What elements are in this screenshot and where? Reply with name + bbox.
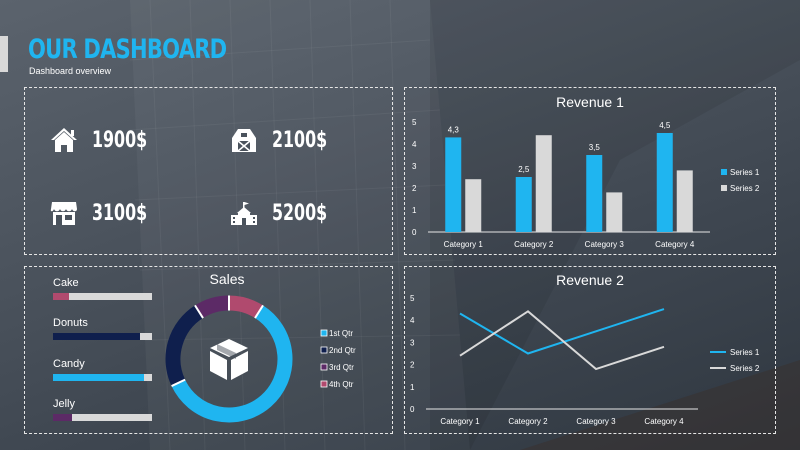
series-line-2 — [459, 310, 665, 371]
legend-swatch — [721, 185, 727, 191]
chart-title: Sales — [209, 271, 244, 287]
page-title: OUR DASHBOARD — [28, 34, 227, 65]
chart-title: Revenue 2 — [556, 272, 624, 288]
progress-fill — [53, 333, 141, 340]
legend-label: Series 1 — [730, 348, 760, 357]
progress-label: Donuts — [53, 317, 88, 329]
y-tick-label: 3 — [410, 338, 415, 347]
x-tick-label: Category 4 — [644, 417, 684, 426]
header-accent-bar — [0, 36, 8, 72]
progress-track — [53, 374, 152, 381]
bar-1 — [656, 133, 673, 232]
donut-slice — [194, 295, 230, 319]
donut-slice-hit — [173, 312, 199, 383]
y-tick-label: 5 — [412, 118, 417, 127]
kpi-barn: 2100$ — [230, 126, 349, 154]
y-tick-label: 1 — [410, 383, 415, 392]
y-tick-label: 4 — [410, 316, 415, 325]
progress-fill — [53, 414, 72, 421]
revenue2-panel — [404, 266, 776, 434]
donut-separator — [171, 378, 186, 387]
y-tick-label: 0 — [410, 405, 415, 414]
data-label: 3,5 — [589, 143, 601, 152]
x-tick-label: Category 1 — [440, 417, 480, 426]
legend-swatch — [320, 380, 328, 388]
data-label: 4,3 — [448, 125, 460, 134]
donut-slice-hit — [199, 303, 229, 312]
legend-label: Series 2 — [730, 364, 760, 373]
donut-slice-hit — [229, 303, 259, 312]
y-tick-label: 5 — [410, 294, 415, 303]
school-icon — [231, 202, 257, 225]
x-tick-label: Category 2 — [514, 240, 554, 249]
x-tick-label: Category 3 — [576, 417, 616, 426]
kpi-store: 3100$ — [50, 199, 169, 227]
revenue1-bar-chart: Revenue 1 0 1 2 3 4 5 Category 1 4,3 Category 2 2,… — [412, 94, 760, 249]
legend-label: 3rd Qtr — [329, 363, 354, 372]
progress-track — [53, 333, 152, 340]
chart-title: Revenue 1 — [556, 94, 624, 110]
donut-separator — [254, 304, 264, 319]
revenue2-line-chart: Revenue 2 0 1 2 3 4 5 Category 1 Category 2 Categ… — [410, 272, 760, 426]
barn-icon — [232, 129, 256, 152]
progress-label: Cake — [53, 277, 79, 289]
progress-track — [53, 414, 152, 421]
donut-slice — [228, 295, 264, 319]
legend-label: 2nd Qtr — [329, 346, 356, 355]
y-tick-label: 2 — [412, 184, 417, 193]
progress-track — [53, 293, 152, 300]
data-label: 4,5 — [659, 121, 671, 130]
kpi-value: 2100$ — [272, 127, 328, 153]
x-tick-label: Category 1 — [444, 240, 484, 249]
donut-slice — [171, 305, 293, 423]
house-icon — [51, 128, 77, 152]
y-tick-label: 2 — [410, 361, 415, 370]
kpi-panel — [24, 87, 393, 255]
x-tick-label: Category 2 — [508, 417, 548, 426]
donut-slice — [165, 305, 204, 387]
revenue1-panel — [404, 87, 776, 255]
legend-label: Series 1 — [730, 168, 760, 177]
x-tick-label: Category 4 — [655, 240, 695, 249]
bar-1 — [515, 177, 532, 232]
sales-panel — [24, 266, 393, 434]
x-tick-label: Category 3 — [585, 240, 625, 249]
legend-label: Series 2 — [730, 184, 760, 193]
y-tick-label: 1 — [412, 206, 417, 215]
y-tick-label: 4 — [412, 140, 417, 149]
series-line-1 — [459, 308, 665, 355]
bar-2 — [465, 179, 482, 232]
legend-label: 1st Qtr — [329, 329, 353, 338]
legend-swatch — [721, 169, 727, 175]
kpi-house: 1900$ — [50, 126, 169, 154]
bar-1 — [586, 155, 603, 232]
legend-swatch — [320, 329, 328, 337]
progress-fill — [53, 374, 145, 381]
legend-swatch — [320, 346, 328, 354]
progress-fill — [53, 293, 69, 300]
bar-2 — [535, 135, 552, 232]
kpi-value: 5200$ — [272, 200, 328, 226]
sales-donut-chart: Sales 1st Qtr 2nd Qtr 3rd Qtr 4th Qtr — [165, 271, 356, 423]
box-icon — [210, 339, 248, 380]
legend-label: 4th Qtr — [329, 380, 354, 389]
progress-label: Jelly — [53, 398, 76, 410]
bar-2 — [676, 170, 693, 232]
progress-label: Candy — [53, 358, 85, 370]
kpi-value: 3100$ — [92, 200, 148, 226]
y-tick-label: 3 — [412, 162, 417, 171]
data-label: 2,5 — [518, 165, 530, 174]
kpi-value: 1900$ — [92, 127, 148, 153]
kpi-school: 5200$ — [230, 199, 349, 227]
bar-2 — [606, 192, 623, 232]
donut-separator — [194, 304, 204, 319]
store-icon — [50, 202, 77, 225]
bar-1 — [445, 137, 462, 232]
legend-swatch — [320, 363, 328, 371]
y-tick-label: 0 — [412, 228, 417, 237]
page-subtitle: Dashboard overview — [29, 66, 112, 76]
